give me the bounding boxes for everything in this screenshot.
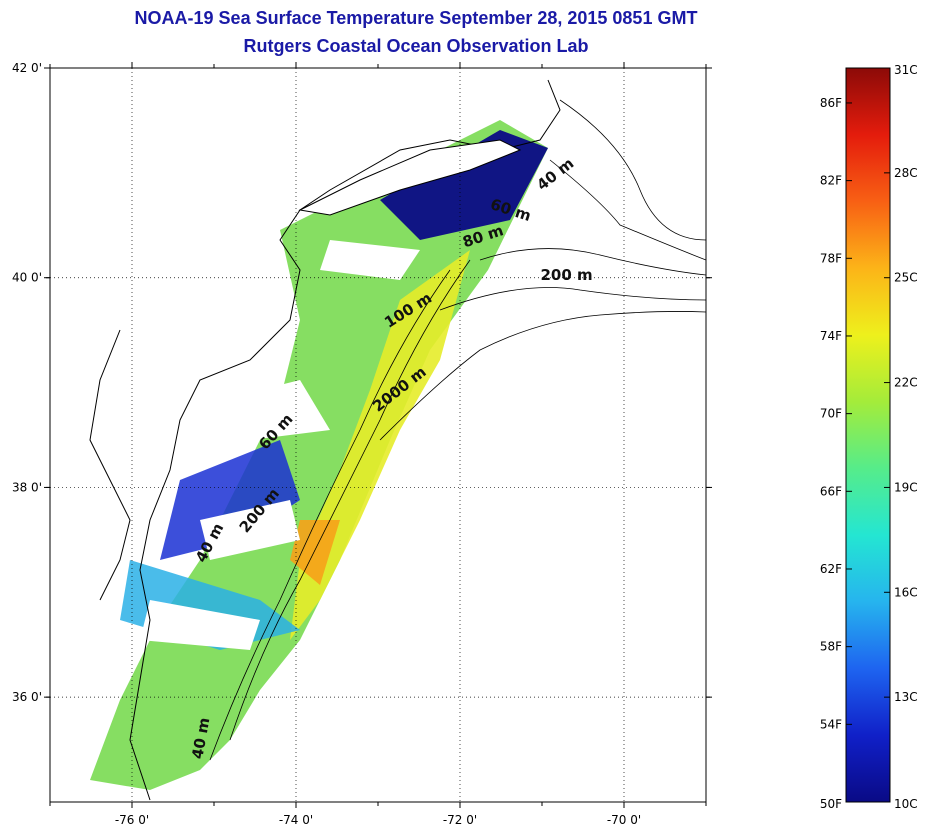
colorbar-celsius-label: 10C: [894, 797, 918, 811]
lat-tick-label: 36 0': [12, 690, 42, 704]
long-island: [298, 139, 522, 216]
colorbar-celsius-label: 25C: [894, 271, 918, 285]
colorbar-fahrenheit-label: 58F: [820, 640, 842, 654]
swath-hot-spot: [290, 520, 340, 585]
colorbar-fahrenheit-label: 74F: [820, 329, 842, 343]
coastline-bay: [89, 329, 131, 601]
colorbar-celsius-label: 13C: [894, 690, 918, 704]
colorbar-celsius-label: 19C: [894, 480, 918, 494]
colorbar-fahrenheit-label: 54F: [820, 717, 842, 731]
cloud-gap-4: [320, 240, 420, 280]
contour-200m: [439, 287, 706, 311]
axis-ticks: 42 0' 40 0' 38 0' 36 0' -76 0' -74 0' -72 0' -7…: [12, 61, 712, 827]
swath-warm-band: [290, 250, 470, 640]
contour-60m: [549, 159, 706, 261]
lat-tick-label: 40 0': [12, 271, 42, 285]
colorbar-celsius-label: 28C: [894, 166, 918, 180]
cloud-gap-1: [220, 380, 330, 440]
colorbar-fahrenheit-label: 82F: [820, 174, 842, 188]
lon-tick-label: -70 0': [607, 813, 641, 827]
colorbar: [845, 67, 891, 803]
colorbar-celsius-label: 16C: [894, 585, 918, 599]
map-title: NOAA-19 Sea Surface Temperature Septembe…: [134, 8, 698, 28]
lon-tick-label: -76 0': [115, 813, 149, 827]
contour-2000m: [379, 311, 706, 441]
lon-tick-label: -74 0': [279, 813, 313, 827]
colorbar-celsius-label: 22C: [894, 376, 918, 390]
map-subtitle: Rutgers Coastal Ocean Observation Lab: [243, 36, 589, 56]
contour-40m: [559, 99, 706, 241]
colorbar-fahrenheit-label: 86F: [820, 96, 842, 110]
colorbar-celsius-label: 31C: [894, 63, 918, 77]
grid-lines: [50, 68, 706, 802]
colorbar-fahrenheit-label: 70F: [820, 407, 842, 421]
contour-shelf-1: [229, 259, 471, 741]
cloud-gap-2: [200, 500, 300, 560]
contour-shelf-2: [209, 269, 451, 761]
colorbar-ticks: 10C 13C 16C 19C 22C 25C 28C 31C 50F 54F 58F 62F 66F 7…: [820, 63, 918, 811]
swath-cold-north: [380, 130, 548, 240]
colorbar-fahrenheit-label: 62F: [820, 562, 842, 576]
lat-tick-label: 42 0': [12, 61, 42, 75]
colorbar-fahrenheit-label: 50F: [820, 797, 842, 811]
lon-tick-label: -72 0': [443, 813, 477, 827]
sst-data-layer: [89, 79, 706, 801]
cloud-gap-3: [140, 600, 260, 650]
depth-contour-label: 200 m: [541, 266, 593, 284]
contour-80m: [479, 248, 706, 276]
colorbar-fahrenheit-label: 78F: [820, 251, 842, 265]
colorbar-fahrenheit-label: 66F: [820, 484, 842, 498]
swath-cold-band: [160, 440, 300, 560]
lat-tick-label: 38 0': [12, 480, 42, 494]
